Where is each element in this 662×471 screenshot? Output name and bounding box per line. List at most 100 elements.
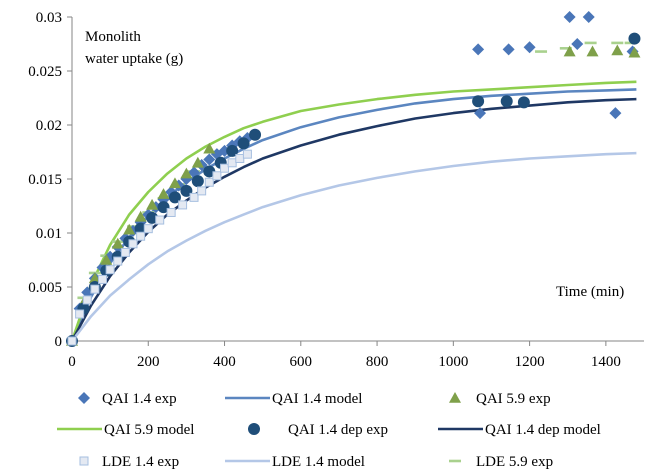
data-point <box>100 254 113 265</box>
legend-label: QAI 1.4 model <box>272 391 362 407</box>
data-point <box>500 95 513 108</box>
series-qai-1-4-dep-exp <box>66 32 641 347</box>
data-point <box>88 272 101 284</box>
data-point <box>242 149 252 159</box>
data-point <box>155 215 165 225</box>
legend-item-qai-1-4-model: QAI 1.4 model <box>225 391 362 407</box>
legend: QAI 1.4 exp QAI 1.4 model QAI 5.9 exp QAI 5… <box>57 391 601 470</box>
data-point <box>563 45 576 57</box>
legend-swatch <box>449 392 461 403</box>
y-tick-label: 0.02 <box>36 118 62 134</box>
data-point <box>146 198 159 210</box>
legend-item-qai-1-4-dep-exp: QAI 1.4 dep exp <box>248 422 388 438</box>
legend-label: QAI 1.4 dep exp <box>288 422 388 438</box>
x-axis-label: Time (min) <box>556 284 624 300</box>
data-point <box>472 95 485 108</box>
data-point <box>134 210 147 222</box>
data-point <box>180 167 193 179</box>
x-tick-label: 1200 <box>515 354 545 370</box>
plot-series <box>66 11 641 347</box>
legend-swatch <box>79 456 89 466</box>
legend-label: LDE 5.9 exp <box>476 454 553 470</box>
data-point <box>123 223 136 235</box>
legend-label: LDE 1.4 exp <box>102 454 179 470</box>
data-point <box>75 309 85 319</box>
data-point <box>563 11 576 23</box>
y-axis-label-line-1: Monolith <box>85 29 141 45</box>
data-point <box>136 231 146 241</box>
data-point <box>168 191 181 204</box>
data-point <box>203 153 216 166</box>
legend-swatch <box>248 423 260 435</box>
data-point <box>586 45 599 57</box>
series-qai-5-9-exp <box>66 44 641 346</box>
data-point <box>226 144 239 157</box>
data-point <box>609 107 622 120</box>
x-tick-label: 1400 <box>591 354 621 370</box>
data-point <box>611 44 624 56</box>
data-point <box>143 224 153 234</box>
legend-item-qai-5-9-model: QAI 5.9 model <box>57 422 194 438</box>
legend-item-qai-1-4-exp: QAI 1.4 exp <box>78 391 177 407</box>
legend-label: LDE 1.4 model <box>272 454 365 470</box>
data-point <box>168 177 181 189</box>
series-lde-1-4-exp <box>67 149 252 346</box>
series-lde-5-9-exp <box>77 41 637 300</box>
x-tick-label: 0 <box>68 354 76 370</box>
legend-item-lde-1-4-model: LDE 1.4 model <box>225 454 365 470</box>
series-line <box>70 80 637 342</box>
x-tick-label: 200 <box>137 354 160 370</box>
data-point <box>472 43 485 56</box>
legend-label: QAI 5.9 model <box>104 422 194 438</box>
data-point <box>523 41 536 54</box>
data-point <box>628 46 641 58</box>
data-point <box>178 200 188 210</box>
data-point <box>146 211 159 224</box>
data-point <box>113 256 123 266</box>
data-point <box>502 43 515 56</box>
data-point <box>128 239 138 249</box>
y-tick-label: 0.03 <box>36 10 62 26</box>
data-point <box>157 201 170 214</box>
legend-item-lde-5-9-exp: LDE 5.9 exp <box>449 454 553 470</box>
series-qai-5-9-model <box>70 80 637 342</box>
data-point <box>517 96 530 109</box>
data-point <box>203 142 216 154</box>
x-tick-label: 400 <box>213 354 236 370</box>
legend-item-qai-1-4-dep-model: QAI 1.4 dep model <box>438 422 601 438</box>
data-point <box>166 207 176 217</box>
data-point <box>571 38 584 50</box>
y-tick-label: 0.015 <box>28 172 62 188</box>
data-point <box>67 336 77 346</box>
legend-label: QAI 1.4 exp <box>102 391 177 407</box>
data-point <box>157 188 170 199</box>
data-point <box>628 32 641 45</box>
data-point <box>235 153 245 163</box>
data-point <box>197 186 207 196</box>
data-point <box>134 222 147 235</box>
y-tick-label: 0.025 <box>28 64 62 80</box>
y-axis-ticks: 0 0.005 0.01 0.015 0.02 0.025 0.03 <box>28 10 72 350</box>
data-point <box>180 184 193 197</box>
series-line <box>70 151 637 342</box>
series-lde-1-4-model <box>70 151 637 342</box>
x-axis-ticks: 0 200 400 600 800 1000 1200 1400 <box>68 341 621 370</box>
legend-label: QAI 5.9 exp <box>476 391 551 407</box>
y-tick-label: 0.01 <box>36 226 62 242</box>
data-point <box>98 274 108 284</box>
data-point <box>582 11 595 23</box>
data-point <box>90 284 100 294</box>
data-point <box>120 247 130 257</box>
y-tick-label: 0.005 <box>28 280 62 296</box>
x-tick-label: 1000 <box>438 354 468 370</box>
x-tick-label: 800 <box>366 354 389 370</box>
data-point <box>203 165 216 178</box>
data-point <box>105 265 115 275</box>
data-point <box>82 295 92 305</box>
data-point <box>227 158 237 168</box>
x-tick-label: 600 <box>290 354 313 370</box>
y-tick-label: 0 <box>55 334 63 350</box>
legend-swatch <box>78 392 90 404</box>
data-point <box>189 192 199 202</box>
